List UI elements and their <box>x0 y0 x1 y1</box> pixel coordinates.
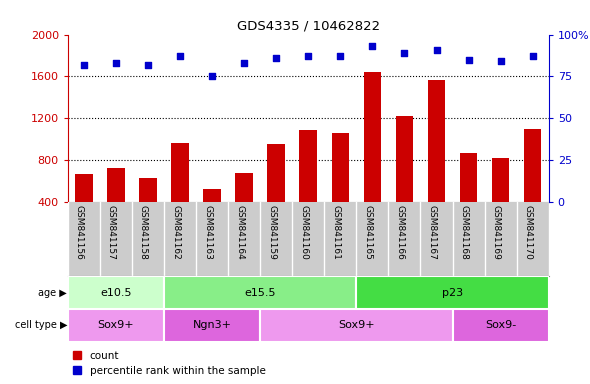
Text: GSM841168: GSM841168 <box>460 205 468 260</box>
Text: GSM841164: GSM841164 <box>235 205 244 260</box>
Point <box>399 50 409 56</box>
Bar <box>453 309 549 342</box>
Bar <box>267 144 285 243</box>
Point <box>111 60 120 66</box>
Text: GSM841156: GSM841156 <box>75 205 84 260</box>
Bar <box>235 174 253 243</box>
Point <box>464 56 473 63</box>
Text: GSM841158: GSM841158 <box>139 205 148 260</box>
Point <box>175 53 185 60</box>
Bar <box>164 309 260 342</box>
Bar <box>75 174 93 243</box>
Text: e15.5: e15.5 <box>244 288 276 298</box>
Point <box>303 53 313 60</box>
Bar <box>363 72 381 243</box>
Text: GSM841161: GSM841161 <box>332 205 340 260</box>
Bar <box>68 276 164 309</box>
Text: GSM841169: GSM841169 <box>491 205 500 260</box>
Text: GSM841167: GSM841167 <box>428 205 437 260</box>
Title: GDS4335 / 10462822: GDS4335 / 10462822 <box>237 19 380 32</box>
Bar <box>332 133 349 243</box>
Text: e10.5: e10.5 <box>100 288 132 298</box>
Bar <box>260 309 453 342</box>
Point <box>240 60 249 66</box>
Bar <box>171 143 189 243</box>
Point <box>496 58 505 65</box>
Text: GSM841170: GSM841170 <box>524 205 533 260</box>
Point <box>79 61 88 68</box>
Bar <box>300 129 317 243</box>
Point <box>143 61 153 68</box>
Text: GSM841159: GSM841159 <box>267 205 276 260</box>
Bar <box>428 81 445 243</box>
Legend: count, percentile rank within the sample: count, percentile rank within the sample <box>73 351 266 376</box>
Text: GSM841163: GSM841163 <box>203 205 212 260</box>
Text: Sox9+: Sox9+ <box>338 320 375 331</box>
Bar <box>164 276 356 309</box>
Bar <box>492 158 509 243</box>
Text: GSM841165: GSM841165 <box>363 205 372 260</box>
Point <box>336 53 345 60</box>
Text: cell type ▶: cell type ▶ <box>15 320 67 331</box>
Point <box>528 53 537 60</box>
Text: Ngn3+: Ngn3+ <box>192 320 232 331</box>
Bar <box>139 177 157 243</box>
Bar <box>356 276 549 309</box>
Bar <box>107 168 124 243</box>
Bar <box>524 129 542 243</box>
Point <box>207 73 217 79</box>
Text: Sox9-: Sox9- <box>485 320 516 331</box>
Point <box>368 43 377 49</box>
Bar <box>204 189 221 243</box>
Text: GSM841160: GSM841160 <box>299 205 308 260</box>
Text: GSM841166: GSM841166 <box>395 205 404 260</box>
Point <box>432 46 441 53</box>
Text: Sox9+: Sox9+ <box>97 320 135 331</box>
Bar <box>68 309 164 342</box>
Bar <box>396 116 413 243</box>
Text: p23: p23 <box>442 288 463 298</box>
Text: GSM841157: GSM841157 <box>107 205 116 260</box>
Text: GSM841162: GSM841162 <box>171 205 180 260</box>
Point <box>271 55 281 61</box>
Text: age ▶: age ▶ <box>38 288 67 298</box>
Bar <box>460 152 477 243</box>
